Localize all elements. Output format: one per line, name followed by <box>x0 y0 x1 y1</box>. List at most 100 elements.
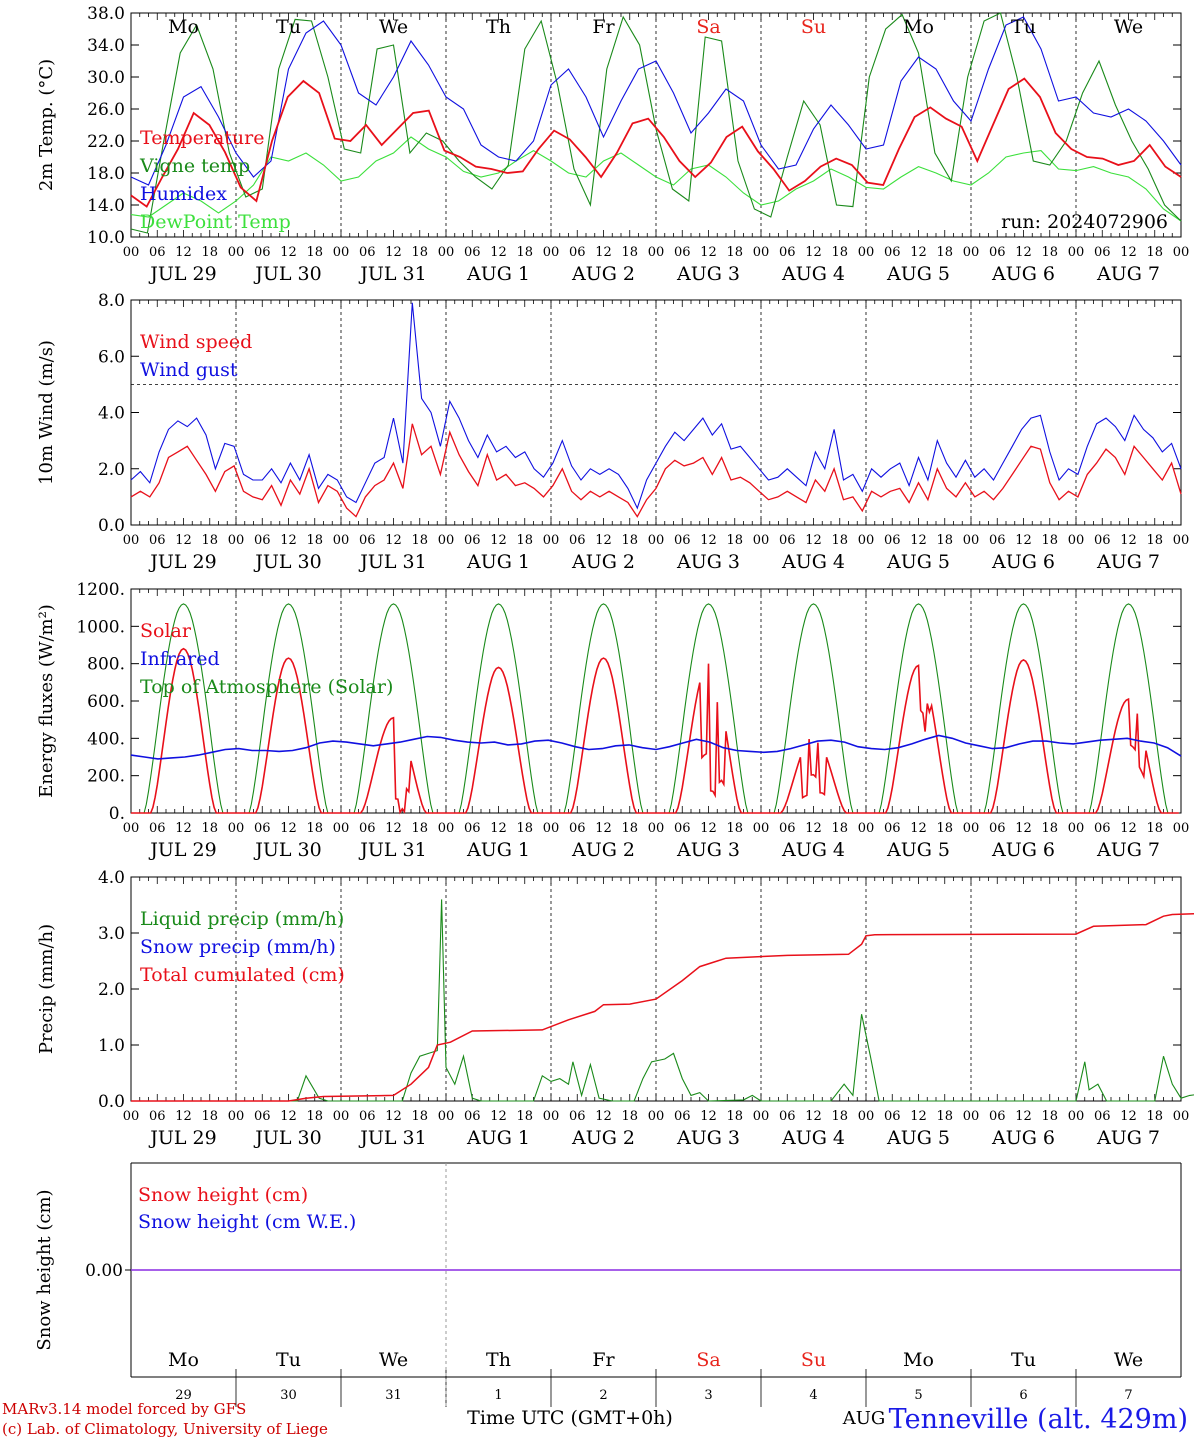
hour-tick-label: 12 <box>595 245 612 260</box>
hour-tick-label: 00 <box>543 1109 560 1124</box>
hour-tick-label: 18 <box>201 1109 218 1124</box>
hour-tick-label: 06 <box>569 821 586 836</box>
hour-tick-label: 12 <box>175 1109 192 1124</box>
hour-tick-label: 06 <box>254 1109 271 1124</box>
hour-tick-label: 18 <box>936 245 953 260</box>
hour-tick-label: 18 <box>201 245 218 260</box>
hour-tick-label: 12 <box>700 821 717 836</box>
weekday-label: Sa <box>696 16 720 38</box>
plot-frame <box>130 12 1182 238</box>
hour-tick-label: 18 <box>411 1109 428 1124</box>
hour-tick-label: 00 <box>858 245 875 260</box>
hour-tick-label: 00 <box>648 1109 665 1124</box>
hour-tick-label: 00 <box>648 821 665 836</box>
series-line-dewpoint-temp <box>130 136 1182 222</box>
date-label: JUL 29 <box>148 551 216 573</box>
hour-tick-label: 06 <box>359 533 376 548</box>
hour-tick-label: 18 <box>1041 533 1058 548</box>
hour-tick-label: 12 <box>175 245 192 260</box>
hour-tick-label: 12 <box>490 245 507 260</box>
y-axis-title: Precip (mm/h) <box>36 924 57 1054</box>
y-tick-label: 34.0 <box>87 36 125 56</box>
date-label: AUG 4 <box>781 263 845 285</box>
hour-tick-label: 18 <box>306 821 323 836</box>
legend-entry: Humidex <box>140 183 227 205</box>
date-label: AUG 6 <box>991 1127 1055 1149</box>
hour-tick-label: 06 <box>569 533 586 548</box>
hour-tick-label: 12 <box>805 821 822 836</box>
date-label: AUG 6 <box>991 551 1055 573</box>
hour-tick-label: 12 <box>1015 245 1032 260</box>
weekday-label: We <box>1114 16 1143 38</box>
hour-tick-label: 00 <box>858 821 875 836</box>
hour-tick-label: 12 <box>910 821 927 836</box>
hour-tick-label: 06 <box>1094 533 1111 548</box>
weekday-label: Tu <box>1011 16 1036 38</box>
day-number: 5 <box>914 1388 922 1403</box>
date-label: JUL 31 <box>358 839 426 861</box>
y-tick-label: 400. <box>87 729 125 749</box>
hour-tick-label: 12 <box>1120 821 1137 836</box>
date-label: JUL 30 <box>253 1127 321 1149</box>
hour-tick-label: 12 <box>280 245 297 260</box>
date-label: AUG 2 <box>571 1127 635 1149</box>
hour-tick-label: 00 <box>963 1109 980 1124</box>
hour-tick-label: 00 <box>228 1109 245 1124</box>
hour-tick-label: 06 <box>779 821 796 836</box>
date-label: JUL 30 <box>253 839 321 861</box>
date-label: AUG 5 <box>886 839 950 861</box>
y-tick-label: 1000. <box>76 617 125 637</box>
snow-panel: 0.00 Snow height (cm) Snow height (cm) Snow… <box>34 1162 1182 1407</box>
legend-entry: Top of Atmosphere (Solar) <box>140 676 393 698</box>
hour-tick-label: 00 <box>543 533 560 548</box>
date-label: AUG 6 <box>991 839 1055 861</box>
hour-tick-label: 06 <box>359 245 376 260</box>
date-label: AUG 5 <box>886 1127 950 1149</box>
hour-tick-label: 18 <box>831 245 848 260</box>
hour-tick-label: 18 <box>621 821 638 836</box>
hour-tick-label: 00 <box>753 1109 770 1124</box>
y-tick-label: 38.0 <box>87 4 125 24</box>
series-line-total-cumulated <box>131 912 1194 1102</box>
date-label: AUG 7 <box>1096 839 1160 861</box>
series-line-infrared <box>130 734 1182 760</box>
legend-entry: Liquid precip (mm/h) <box>140 908 344 930</box>
hour-tick-label: 18 <box>411 533 428 548</box>
date-label: AUG 7 <box>1096 1127 1160 1149</box>
weekday-label: Su <box>801 1349 826 1371</box>
series-line-wind-speed <box>130 423 1182 518</box>
y-tick-label: 200. <box>87 767 125 787</box>
weekday-label: Su <box>801 16 826 38</box>
hour-tick-label: 00 <box>1173 1109 1190 1124</box>
date-label: AUG 4 <box>781 839 845 861</box>
weekday-label: Mo <box>168 16 199 38</box>
hour-tick-label: 06 <box>569 1109 586 1124</box>
hour-tick-label: 12 <box>910 245 927 260</box>
plot-frame <box>130 299 1182 526</box>
hour-tick-label: 06 <box>254 821 271 836</box>
y-tick-label: 800. <box>87 655 125 675</box>
date-label: AUG 6 <box>991 263 1055 285</box>
hour-tick-label: 00 <box>753 821 770 836</box>
date-label: AUG 2 <box>571 839 635 861</box>
month-label: AUG <box>842 1408 886 1429</box>
y-axis-title: 10m Wind (m/s) <box>36 340 57 485</box>
day-number: 7 <box>1124 1388 1132 1403</box>
y-tick-label: 600. <box>87 692 125 712</box>
y-tick-label: 0.00 <box>85 1261 123 1281</box>
y-tick-label: 1200. <box>76 580 125 600</box>
hour-tick-label: 18 <box>726 245 743 260</box>
hour-tick-label: 06 <box>464 533 481 548</box>
date-label: JUL 29 <box>148 839 216 861</box>
hour-tick-label: 00 <box>333 533 350 548</box>
y-tick-label: 3.0 <box>98 924 125 944</box>
hour-tick-label: 18 <box>411 821 428 836</box>
date-label: AUG 7 <box>1096 263 1160 285</box>
date-label: AUG 3 <box>676 263 740 285</box>
hour-tick-label: 00 <box>438 245 455 260</box>
hour-tick-label: 00 <box>1173 821 1190 836</box>
weekday-label: We <box>1114 1349 1143 1371</box>
hour-tick-label: 00 <box>543 245 560 260</box>
hour-tick-label: 12 <box>1015 1109 1032 1124</box>
